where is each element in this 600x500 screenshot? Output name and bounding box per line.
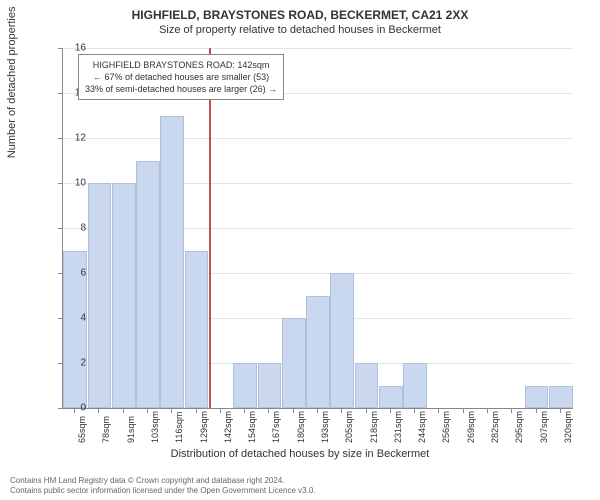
x-tick-mark [293,408,294,413]
x-tick-mark [463,408,464,413]
x-tick-label: 154sqm [247,411,257,443]
x-tick-label: 91sqm [126,416,136,443]
x-tick-label: 129sqm [199,411,209,443]
x-tick-mark [438,408,439,413]
histogram-bar [185,251,209,409]
x-tick-label: 307sqm [539,411,549,443]
title-sub: Size of property relative to detached ho… [0,22,600,36]
histogram-bar [355,363,379,408]
y-tick-label: 4 [56,313,86,324]
info-box: HIGHFIELD BRAYSTONES ROAD: 142sqm← 67% o… [78,54,284,100]
info-box-line: HIGHFIELD BRAYSTONES ROAD: 142sqm [85,59,277,71]
x-tick-label: 320sqm [563,411,573,443]
x-tick-mark [366,408,367,413]
y-tick-label: 0 [56,403,86,414]
x-tick-mark [147,408,148,413]
x-tick-label: 244sqm [417,411,427,443]
x-tick-mark [244,408,245,413]
x-tick-mark [196,408,197,413]
x-tick-mark [536,408,537,413]
x-tick-label: 180sqm [296,411,306,443]
title-main: HIGHFIELD, BRAYSTONES ROAD, BECKERMET, C… [0,0,600,22]
histogram-bar [282,318,306,408]
histogram-bar [549,386,573,409]
histogram-bar [233,363,257,408]
y-tick-label: 10 [56,178,86,189]
x-tick-mark [220,408,221,413]
x-axis-label: Distribution of detached houses by size … [0,448,600,460]
x-tick-mark [123,408,124,413]
x-tick-label: 218sqm [369,411,379,443]
histogram-bar [330,273,354,408]
x-tick-label: 231sqm [393,411,403,443]
x-tick-label: 167sqm [271,411,281,443]
x-tick-mark [511,408,512,413]
info-box-line: ← 67% of detached houses are smaller (53… [85,71,277,83]
info-box-line: 33% of semi-detached houses are larger (… [85,83,277,95]
x-tick-label: 205sqm [344,411,354,443]
histogram-bar [403,363,427,408]
x-tick-label: 282sqm [490,411,500,443]
x-tick-label: 116sqm [174,412,184,443]
x-tick-mark [317,408,318,413]
x-tick-label: 295sqm [514,411,524,443]
x-tick-label: 256sqm [441,411,451,443]
y-tick-label: 12 [56,133,86,144]
histogram-bar [136,161,160,409]
histogram-bar [379,386,403,409]
x-tick-mark [487,408,488,413]
histogram-bar [258,363,282,408]
x-tick-mark [390,408,391,413]
x-tick-mark [171,408,172,413]
footer-attribution: Contains HM Land Registry data © Crown c… [10,476,316,496]
x-tick-mark [98,408,99,413]
x-tick-label: 193sqm [320,411,330,443]
x-tick-mark [560,408,561,413]
footer-line-2: Contains public sector information licen… [10,486,316,496]
histogram-bar [525,386,549,409]
y-tick-label: 16 [56,43,86,54]
x-tick-label: 103sqm [150,411,160,443]
y-tick-label: 6 [56,268,86,279]
marker-line [209,48,211,408]
grid-line [63,48,573,49]
x-tick-label: 78sqm [101,416,111,443]
histogram-bar [160,116,184,409]
x-tick-label: 142sqm [223,411,233,443]
x-tick-mark [268,408,269,413]
histogram-bar [88,183,112,408]
y-tick-label: 2 [56,358,86,369]
chart-container: HIGHFIELD, BRAYSTONES ROAD, BECKERMET, C… [0,0,600,500]
x-tick-mark [414,408,415,413]
chart-plot-area [62,48,573,409]
grid-line [63,138,573,139]
x-tick-label: 65sqm [77,416,87,443]
y-tick-label: 8 [56,223,86,234]
histogram-bar [306,296,330,409]
footer-line-1: Contains HM Land Registry data © Crown c… [10,476,316,486]
histogram-bar [112,183,136,408]
x-tick-label: 269sqm [466,411,476,443]
x-tick-mark [341,408,342,413]
y-axis-label: Number of detached properties [6,7,18,159]
